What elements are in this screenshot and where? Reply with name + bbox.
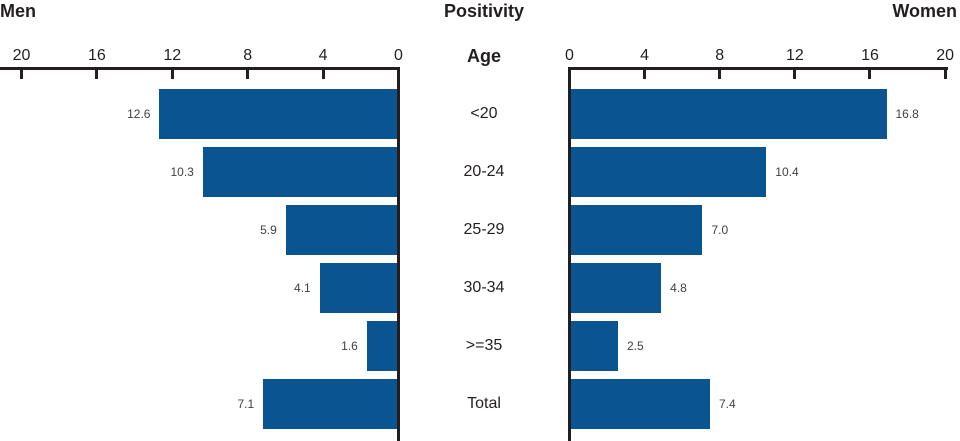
women-value-label: 10.4 — [775, 165, 799, 179]
women-value-label: 2.5 — [626, 339, 644, 353]
women-value-label: 16.8 — [895, 107, 919, 121]
men-value-label: 1.6 — [341, 339, 358, 353]
women-axis-tick — [643, 70, 647, 79]
women-axis-tick-label: 16 — [861, 47, 879, 64]
men-axis-tick-label: 0 — [394, 47, 403, 64]
category-label: >=35 — [465, 337, 503, 354]
men-value-label: 5.9 — [260, 223, 277, 237]
men-value-label: 7.1 — [237, 397, 255, 411]
men-bar — [202, 147, 397, 197]
women-axis-tick-label: 8 — [715, 47, 725, 64]
women-bar — [571, 89, 887, 139]
men-baseline — [397, 67, 400, 441]
men-bar — [285, 205, 397, 255]
women-baseline — [568, 67, 571, 441]
women-bar — [571, 321, 618, 371]
women-x-axis-line — [568, 67, 948, 70]
men-axis-tick — [246, 70, 250, 79]
men-axis-tick — [95, 70, 99, 79]
women-bar — [571, 147, 767, 197]
chart-title: Positivity — [443, 1, 525, 21]
men-title: Men — [0, 1, 36, 21]
men-axis-tick — [20, 70, 23, 79]
women-axis-tick — [568, 70, 571, 79]
category-label: 20-24 — [463, 163, 505, 180]
women-axis-tick — [868, 70, 872, 79]
men-bar — [366, 321, 397, 371]
men-axis-tick — [170, 70, 174, 79]
age-axis-title: Age — [466, 46, 501, 66]
men-axis-tick-label: 4 — [318, 47, 328, 64]
women-axis-tick — [793, 70, 797, 79]
category-label: 25-29 — [463, 221, 505, 238]
men-bar — [263, 379, 397, 429]
men-axis-tick-label: 20 — [12, 47, 31, 64]
men-value-label: 10.3 — [170, 165, 194, 179]
category-label: Total — [467, 395, 501, 412]
men-axis-tick — [397, 70, 400, 79]
women-value-label: 7.0 — [711, 223, 729, 237]
women-axis-tick — [943, 70, 947, 79]
women-bar — [571, 263, 662, 313]
men-x-axis-line — [0, 67, 400, 70]
women-axis-tick-label: 12 — [785, 47, 804, 64]
women-axis-tick-label: 0 — [565, 47, 574, 64]
women-axis-tick-label: 20 — [936, 47, 954, 64]
category-label: 30-34 — [463, 279, 505, 296]
women-axis-tick-label: 4 — [640, 47, 650, 64]
women-bar — [571, 379, 710, 429]
women-value-label: 4.8 — [670, 281, 687, 295]
women-bar — [571, 205, 703, 255]
category-label: <20 — [470, 105, 498, 122]
men-value-label: 12.6 — [127, 107, 151, 121]
women-title: Women — [892, 1, 957, 21]
men-axis-tick — [321, 70, 325, 79]
women-axis-tick — [718, 70, 722, 79]
men-value-label: 4.1 — [294, 281, 311, 295]
men-bar — [159, 89, 397, 139]
men-bar — [319, 263, 397, 313]
men-axis-tick-label: 16 — [87, 47, 106, 64]
women-value-label: 7.4 — [718, 397, 736, 411]
men-axis-tick-label: 8 — [243, 47, 253, 64]
men-axis-tick-label: 12 — [163, 47, 182, 64]
